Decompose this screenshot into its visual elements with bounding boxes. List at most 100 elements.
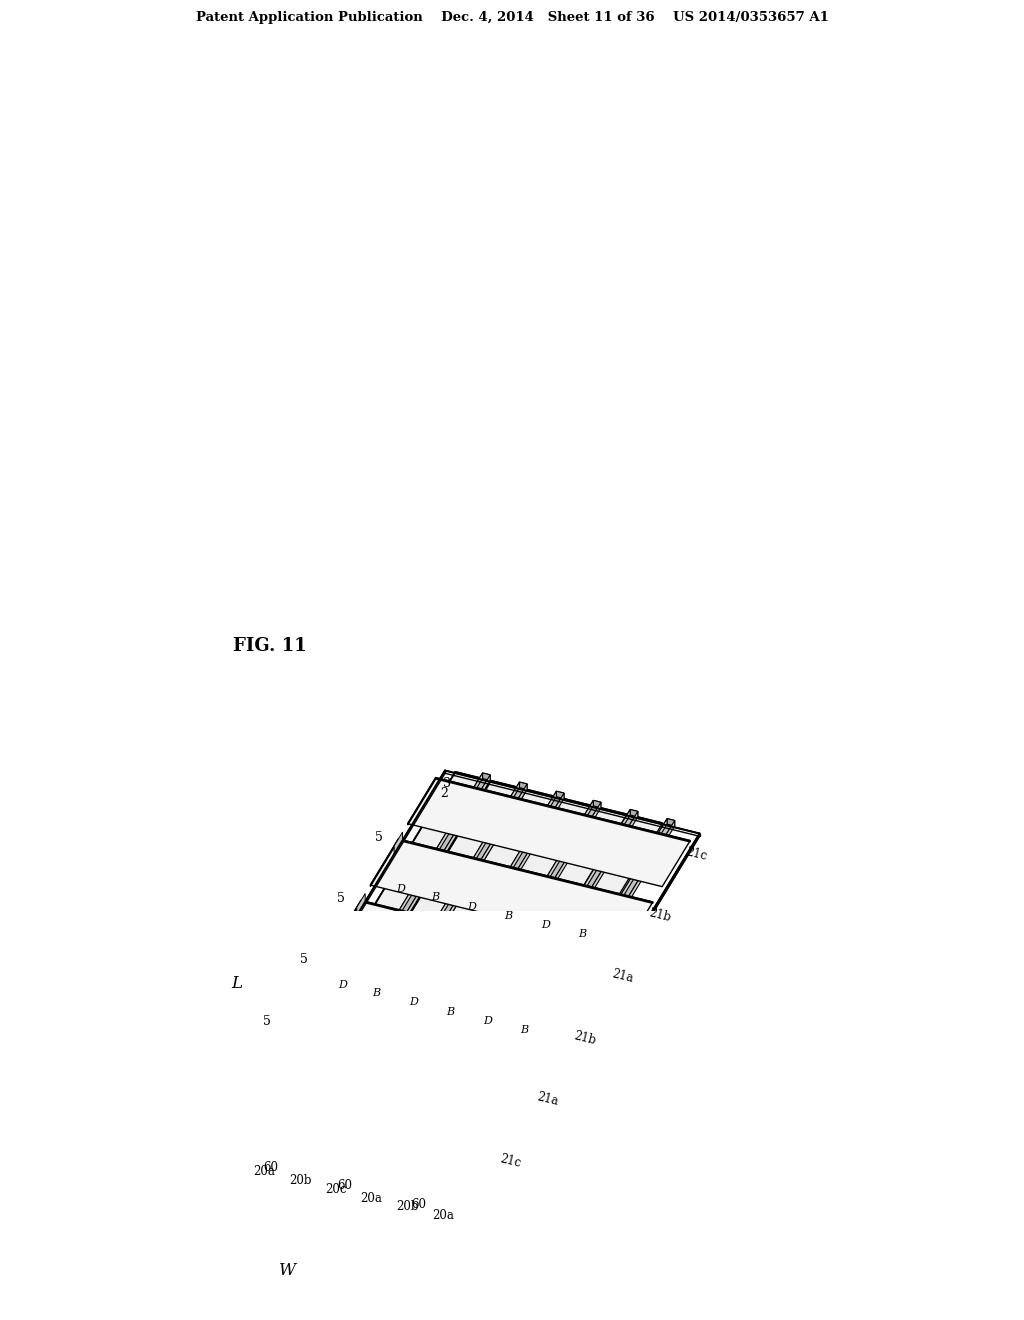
Text: 21a: 21a (536, 1090, 559, 1109)
Polygon shape (323, 791, 564, 1177)
Polygon shape (441, 821, 675, 1209)
Polygon shape (249, 1085, 504, 1148)
Text: 20a: 20a (254, 1166, 275, 1179)
Polygon shape (408, 777, 435, 825)
Text: 2: 2 (440, 787, 449, 800)
Polygon shape (434, 818, 667, 1208)
Text: D: D (409, 998, 418, 1007)
Polygon shape (212, 774, 699, 1220)
Text: D: D (396, 884, 406, 894)
Polygon shape (400, 816, 634, 1201)
Polygon shape (294, 784, 527, 1173)
Text: 21a: 21a (610, 968, 634, 986)
Polygon shape (359, 800, 593, 1189)
Text: Patent Application Publication    Dec. 4, 2014   Sheet 11 of 36    US 2014/03536: Patent Application Publication Dec. 4, 2… (196, 11, 828, 24)
Polygon shape (400, 816, 663, 1206)
Polygon shape (333, 900, 361, 948)
Polygon shape (286, 781, 519, 1171)
Text: 20c: 20c (325, 1183, 346, 1196)
Polygon shape (356, 894, 366, 916)
Polygon shape (329, 799, 592, 1189)
Polygon shape (593, 800, 601, 808)
Text: 21c: 21c (685, 845, 709, 863)
Text: 60: 60 (263, 1162, 279, 1173)
Polygon shape (245, 1077, 253, 1100)
Polygon shape (329, 799, 562, 1183)
Polygon shape (296, 962, 579, 1071)
Polygon shape (222, 772, 456, 1156)
Text: 20b: 20b (396, 1200, 419, 1213)
Text: B: B (579, 929, 587, 939)
Text: 3: 3 (442, 777, 451, 791)
Polygon shape (361, 900, 615, 965)
Text: D: D (338, 979, 347, 990)
Polygon shape (283, 1016, 291, 1039)
Text: D: D (482, 1016, 492, 1026)
Polygon shape (562, 799, 592, 807)
Polygon shape (249, 774, 490, 1159)
Polygon shape (222, 772, 484, 1163)
Polygon shape (257, 780, 520, 1171)
Polygon shape (368, 803, 601, 1192)
Polygon shape (408, 777, 690, 887)
Polygon shape (445, 771, 699, 837)
Text: B: B (446, 1007, 455, 1016)
Polygon shape (257, 775, 490, 1164)
Text: 21b: 21b (572, 1030, 598, 1047)
Polygon shape (435, 777, 690, 842)
Polygon shape (258, 1023, 541, 1133)
Polygon shape (365, 807, 627, 1199)
Polygon shape (293, 789, 526, 1175)
Polygon shape (286, 781, 527, 1168)
Polygon shape (221, 1085, 504, 1193)
Polygon shape (212, 771, 699, 1217)
Polygon shape (397, 809, 638, 1195)
Polygon shape (634, 816, 663, 825)
Text: 60: 60 (411, 1197, 426, 1210)
Polygon shape (526, 789, 556, 797)
Polygon shape (293, 789, 556, 1180)
Polygon shape (598, 807, 627, 816)
Polygon shape (371, 840, 653, 948)
Polygon shape (482, 774, 490, 780)
Text: B: B (505, 911, 513, 920)
Polygon shape (398, 840, 653, 903)
Polygon shape (490, 780, 520, 789)
Polygon shape (287, 1023, 541, 1088)
Polygon shape (397, 809, 630, 1199)
Text: B: B (431, 892, 439, 903)
Text: 21c: 21c (498, 1152, 522, 1170)
Polygon shape (212, 771, 445, 1158)
Polygon shape (333, 900, 615, 1010)
Polygon shape (365, 807, 598, 1192)
Text: 5: 5 (300, 953, 308, 966)
Text: 60: 60 (337, 1179, 352, 1192)
Text: FIG. 11: FIG. 11 (233, 636, 306, 655)
Polygon shape (257, 780, 490, 1166)
Text: B: B (373, 989, 381, 998)
Polygon shape (323, 791, 556, 1180)
Text: D: D (541, 920, 550, 929)
Polygon shape (519, 781, 527, 789)
Polygon shape (331, 793, 564, 1183)
Text: D: D (467, 902, 476, 912)
Text: 20a: 20a (360, 1192, 382, 1205)
Polygon shape (556, 791, 564, 799)
Text: 21b: 21b (647, 907, 672, 924)
Text: 20b: 20b (290, 1173, 312, 1187)
Polygon shape (324, 962, 579, 1026)
Polygon shape (630, 809, 638, 817)
Polygon shape (404, 812, 638, 1201)
Polygon shape (249, 774, 482, 1162)
Polygon shape (258, 1023, 287, 1071)
Polygon shape (221, 1085, 249, 1133)
Text: 5: 5 (263, 1015, 270, 1028)
Text: 5: 5 (375, 830, 383, 843)
Polygon shape (667, 818, 675, 826)
Polygon shape (394, 832, 402, 854)
Polygon shape (456, 772, 484, 780)
Polygon shape (319, 954, 328, 977)
Text: B: B (520, 1024, 528, 1035)
Polygon shape (359, 800, 601, 1185)
Text: W: W (279, 1262, 296, 1279)
